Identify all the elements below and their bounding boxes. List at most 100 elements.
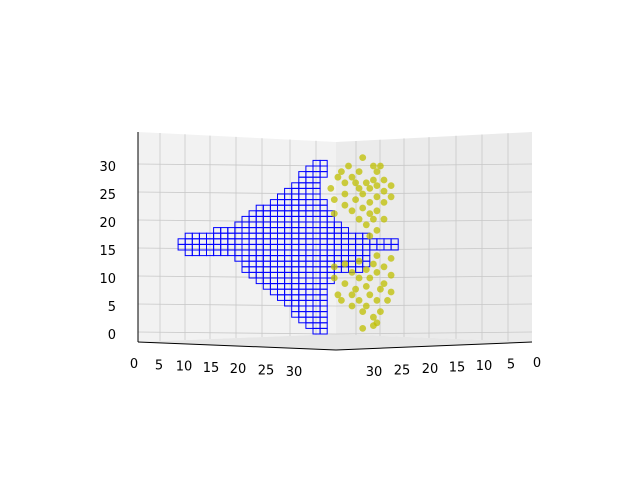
data-point bbox=[355, 274, 363, 282]
data-point bbox=[387, 193, 395, 201]
data-point bbox=[330, 196, 338, 204]
data-point bbox=[380, 199, 388, 206]
y-tick-label: 0 bbox=[533, 356, 541, 371]
data-point bbox=[362, 266, 370, 273]
grid-line-h-right bbox=[335, 191, 533, 195]
grid-line-h-right bbox=[335, 163, 533, 167]
z-tick-label: 5 bbox=[108, 300, 116, 315]
x-tick-label: 30 bbox=[286, 365, 303, 380]
data-point bbox=[366, 291, 374, 299]
data-point bbox=[355, 257, 363, 265]
y-tick-label: 25 bbox=[394, 364, 411, 379]
data-point bbox=[370, 313, 377, 321]
data-point bbox=[348, 207, 356, 215]
data-point bbox=[341, 190, 349, 198]
data-point bbox=[362, 283, 370, 290]
z-tick-label: 10 bbox=[99, 272, 116, 287]
data-point bbox=[355, 168, 363, 176]
data-point bbox=[373, 168, 381, 176]
data-point bbox=[377, 162, 384, 170]
data-point bbox=[370, 176, 377, 184]
z-tick-label: 15 bbox=[99, 244, 116, 259]
z-tick-label: 0 bbox=[108, 328, 116, 343]
right-pane bbox=[336, 132, 532, 342]
data-point bbox=[370, 260, 377, 268]
data-point bbox=[373, 227, 381, 234]
data-point bbox=[334, 173, 342, 181]
x-axis-line bbox=[137, 341, 337, 351]
data-point bbox=[341, 201, 349, 209]
data-point bbox=[359, 190, 367, 198]
grid-line-h-right bbox=[335, 331, 533, 335]
data-point bbox=[348, 291, 356, 299]
grid-line-h-left bbox=[137, 163, 337, 167]
data-point bbox=[373, 182, 381, 190]
data-point bbox=[362, 179, 370, 187]
grid-line-h-left bbox=[137, 331, 337, 335]
data-point bbox=[355, 297, 363, 304]
data-point bbox=[341, 179, 349, 187]
data-point bbox=[366, 199, 374, 206]
data-point bbox=[380, 263, 388, 271]
voxel bbox=[390, 243, 399, 251]
data-point bbox=[387, 288, 395, 296]
data-point bbox=[366, 210, 374, 218]
y-tick-label: 20 bbox=[422, 362, 439, 377]
grid-line-h-right bbox=[335, 219, 533, 223]
data-point bbox=[330, 263, 338, 271]
data-point bbox=[380, 280, 388, 287]
data-point bbox=[387, 255, 395, 262]
data-point bbox=[373, 252, 381, 259]
data-point bbox=[384, 297, 391, 304]
data-point bbox=[355, 215, 363, 223]
data-point bbox=[359, 308, 367, 315]
data-point bbox=[377, 285, 384, 293]
data-point bbox=[341, 280, 349, 287]
y-tick-label: 15 bbox=[449, 361, 466, 376]
data-point bbox=[366, 185, 374, 192]
data-point bbox=[380, 215, 388, 223]
tick-labels: 0 5 10 15 20 25 30 0 5 10 15 20 25 30 30 25 20 15 10 5 0 bbox=[99, 160, 541, 380]
data-point bbox=[352, 196, 359, 204]
data-point bbox=[370, 322, 377, 329]
data-point bbox=[330, 274, 338, 282]
point-series bbox=[327, 154, 395, 332]
data-point bbox=[373, 207, 381, 215]
data-point bbox=[380, 176, 388, 184]
data-point bbox=[348, 269, 356, 276]
data-point bbox=[327, 185, 335, 192]
x-tick-label: 20 bbox=[230, 362, 247, 377]
data-point bbox=[355, 185, 363, 192]
data-point bbox=[341, 260, 349, 268]
data-point bbox=[348, 302, 356, 310]
data-point bbox=[338, 168, 345, 176]
data-point bbox=[334, 291, 342, 299]
data-point bbox=[348, 173, 356, 181]
data-point bbox=[366, 274, 374, 282]
voxel bbox=[319, 171, 328, 178]
data-point bbox=[359, 204, 367, 212]
data-point bbox=[359, 154, 367, 162]
data-point bbox=[373, 269, 381, 276]
data-point bbox=[362, 302, 370, 310]
data-point bbox=[338, 297, 345, 304]
x-tick-label: 0 bbox=[130, 357, 138, 372]
data-point bbox=[387, 271, 395, 279]
data-point bbox=[352, 285, 359, 293]
data-point bbox=[377, 308, 384, 315]
data-point bbox=[366, 232, 374, 240]
data-point bbox=[362, 221, 370, 229]
y-tick-label: 10 bbox=[476, 359, 493, 374]
data-point bbox=[380, 187, 388, 195]
voxel bbox=[355, 266, 364, 273]
data-point bbox=[345, 162, 352, 170]
data-point bbox=[373, 297, 381, 304]
z-tick-label: 20 bbox=[99, 216, 116, 231]
voxel-series bbox=[177, 159, 399, 335]
y-axis-line bbox=[335, 341, 533, 351]
data-point bbox=[359, 325, 367, 332]
z-tick-label: 25 bbox=[99, 188, 116, 203]
x-tick-label: 10 bbox=[176, 360, 193, 375]
data-point bbox=[330, 210, 338, 218]
